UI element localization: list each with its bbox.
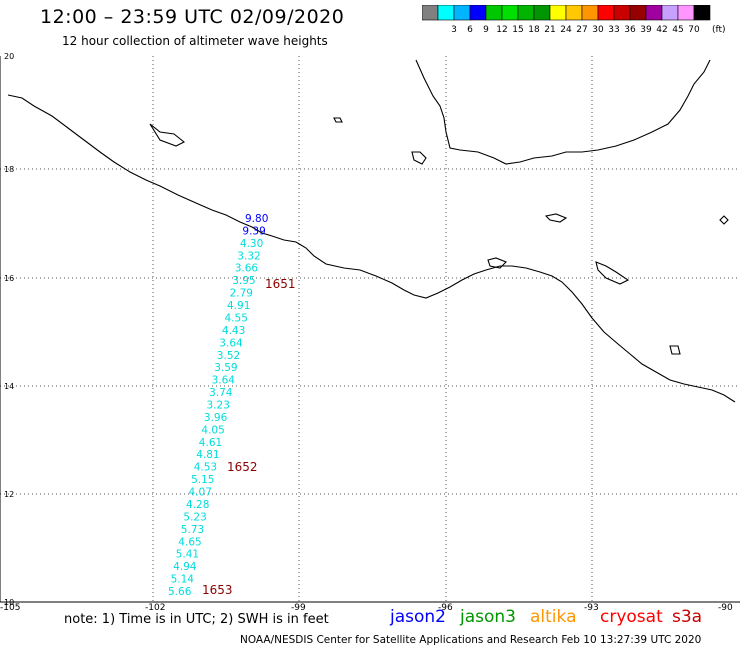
wave-height-value: 3.66: [235, 263, 259, 275]
satellite-name: s3a: [672, 607, 703, 627]
wave-height-value: 9.39: [242, 225, 265, 237]
legend-tick-label: 9: [483, 25, 489, 35]
wave-height-value: 9.80: [245, 213, 268, 225]
longitude-label: -93: [584, 603, 599, 613]
legend-tick-label: 12: [496, 25, 507, 35]
legend-color-bar: 3 6 9 12 15 18 21 24 27 30 33 36 39 42 45 70 (ft): [421, 4, 726, 35]
wave-height-value: 4.81: [196, 449, 219, 461]
wave-height-value: 2.79: [230, 288, 253, 300]
lake-islet: [669, 345, 681, 355]
pass-time-label: 1652: [227, 460, 258, 474]
legend-tick-label: 27: [576, 25, 587, 35]
legend-unit-label: (ft): [712, 25, 726, 35]
satellite-name: jason3: [460, 607, 516, 627]
wave-height-value: 3.59: [214, 362, 237, 374]
legend-tick-label: 45: [672, 25, 683, 35]
legend-tick-label: 18: [528, 25, 540, 35]
lat-lon-grid: [0, 56, 740, 602]
wave-height-value: 4.07: [189, 487, 212, 499]
latitude-label: 20: [4, 52, 15, 61]
longitude-label: -102: [145, 603, 166, 613]
wave-height-value: 4.91: [227, 300, 250, 312]
wave-height-value: 3.32: [237, 250, 260, 262]
wave-height-value: 5.73: [181, 524, 204, 536]
wave-height-value: 5.15: [191, 474, 214, 486]
wave-height-value: 3.64: [212, 375, 236, 387]
wave-height-value: 5.66: [168, 586, 192, 598]
satellite-name: cryosat: [600, 607, 663, 627]
lake-islet: [719, 215, 729, 225]
longitude-label: -96: [438, 603, 453, 613]
wave-height-value: 3.96: [204, 412, 228, 424]
legend-tick-label: 70: [688, 25, 700, 35]
lake-islet: [411, 151, 427, 165]
wave-height-value: 4.28: [186, 499, 209, 511]
latitude-label: 12: [4, 490, 15, 499]
legend-tick-label: 36: [624, 25, 636, 35]
credit-line: NOAA/NESDIS Center for Satellite Applica…: [240, 634, 702, 646]
wave-height-value: 4.61: [199, 437, 222, 449]
latitude-label: 18: [4, 165, 15, 174]
lake-islet: [149, 123, 186, 147]
map-title: 12:00 – 23:59 UTC 02/09/2020: [40, 6, 345, 28]
gulf-coastline: [415, 59, 711, 165]
latitude-label: 10: [4, 598, 15, 607]
satellite-name: altika: [530, 607, 577, 627]
legend-tick-label: 15: [512, 25, 523, 35]
legend-tick-label: 42: [656, 25, 667, 35]
wave-height-value: 3.74: [209, 387, 233, 399]
longitude-label: -90: [718, 603, 733, 613]
wave-height-value: 3.52: [217, 350, 240, 362]
wave-height-value: 5.41: [176, 549, 199, 561]
legend-tick-label: 30: [592, 25, 604, 35]
latitude-label: 16: [4, 274, 15, 283]
altimeter-observations: 9.809.394.303.323.663.952.794.914.554.43…: [168, 213, 296, 598]
map-subtitle: 12 hour collection of altimeter wave hei…: [62, 34, 328, 48]
pass-time-label: 1651: [265, 277, 296, 291]
wave-height-value: 3.95: [232, 275, 255, 287]
wave-height-value: 4.94: [173, 561, 197, 573]
coastline: [7, 59, 736, 403]
legend-tick-label: 33: [608, 25, 619, 35]
map-frame: [0, 56, 740, 603]
wave-height-value: 4.55: [225, 313, 248, 325]
lake-islet: [595, 261, 630, 285]
legend-swatch: [693, 4, 711, 21]
satellite-name: jason2: [390, 607, 446, 627]
longitude-label: -99: [291, 603, 306, 613]
wave-height-value: 5.14: [171, 574, 195, 586]
legend-tick-label: 3: [451, 25, 457, 35]
legend-tick-label: 6: [467, 25, 473, 35]
wave-height-value: 4.43: [222, 325, 245, 337]
footnote: note: 1) Time is in UTC; 2) SWH is in fe…: [64, 612, 329, 627]
wave-height-value: 4.53: [194, 462, 217, 474]
latitude-label: 14: [4, 382, 15, 391]
wave-height-value: 4.65: [178, 536, 201, 548]
wave-height-value: 4.05: [201, 424, 224, 436]
legend-tick-label: 21: [544, 25, 555, 35]
wave-height-value: 3.64: [219, 337, 243, 349]
legend-tick-label: 24: [560, 25, 572, 35]
lake-islet: [544, 213, 568, 223]
pass-time-label: 1653: [202, 583, 233, 597]
wave-height-color-legend: 3 6 9 12 15 18 21 24 27 30 33 36 39 42 45 70 (ft): [421, 4, 734, 41]
lake-islet: [487, 257, 507, 269]
lake-islet: [333, 117, 343, 123]
pacific-coastline: [7, 94, 736, 403]
wave-height-value: 3.23: [207, 400, 230, 412]
wave-height-value: 4.30: [240, 238, 263, 250]
longitude-label: -105: [0, 603, 21, 613]
legend-tick-label: 39: [640, 25, 652, 35]
wave-height-value: 5.23: [183, 511, 206, 523]
